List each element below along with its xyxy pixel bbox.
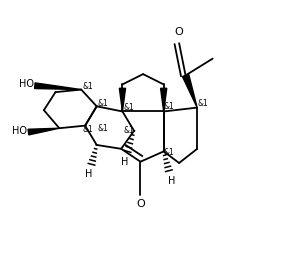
Text: HO: HO — [19, 80, 33, 89]
Text: &1: &1 — [124, 103, 135, 112]
Text: &1: &1 — [98, 99, 109, 108]
Polygon shape — [28, 128, 59, 135]
Text: &1: &1 — [83, 83, 93, 91]
Text: O: O — [136, 199, 145, 209]
Polygon shape — [119, 88, 126, 111]
Text: &1: &1 — [164, 102, 174, 111]
Text: &1: &1 — [124, 126, 135, 135]
Text: H: H — [168, 176, 175, 186]
Text: HO: HO — [12, 126, 27, 136]
Text: &1: &1 — [164, 148, 174, 157]
Text: &1: &1 — [83, 125, 93, 134]
Polygon shape — [161, 88, 167, 111]
Polygon shape — [182, 74, 197, 107]
Text: H: H — [121, 156, 129, 167]
Text: &1: &1 — [98, 124, 109, 133]
Text: &1: &1 — [197, 99, 208, 108]
Text: H: H — [85, 169, 93, 179]
Text: O: O — [175, 27, 184, 37]
Polygon shape — [35, 83, 81, 90]
